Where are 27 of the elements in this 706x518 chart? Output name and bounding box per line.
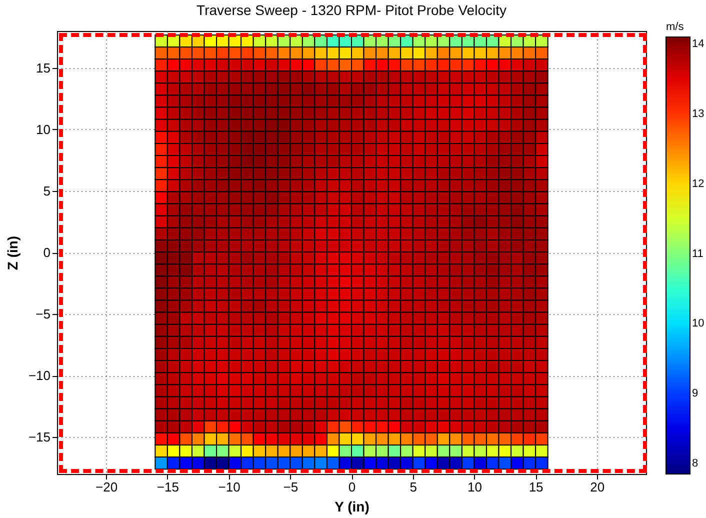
color-bar-label: 13 bbox=[692, 108, 704, 120]
color-bar-title: m/s bbox=[666, 21, 684, 33]
x-tick-label: 20 bbox=[590, 480, 605, 494]
y-tick-label: 10 bbox=[36, 122, 50, 137]
x-tick-label: 10 bbox=[467, 480, 482, 494]
y-tick-label: −15 bbox=[28, 430, 50, 445]
y-tick-label: −10 bbox=[28, 368, 50, 384]
x-tick-label: −15 bbox=[156, 480, 179, 494]
x-axis-title: Y (in) bbox=[334, 498, 370, 514]
x-tick-label: 15 bbox=[528, 480, 544, 494]
x-tick-label: −5 bbox=[283, 480, 298, 494]
y-tick-label: −5 bbox=[36, 306, 50, 322]
color-bar-label: 10 bbox=[692, 318, 704, 330]
color-bar-label: 11 bbox=[692, 248, 704, 260]
y-axis-title: Z (in) bbox=[4, 236, 20, 270]
x-tick-label: −10 bbox=[218, 480, 240, 494]
chart-title: Traverse Sweep - 1320 RPM- Pitot Probe Velocity bbox=[196, 2, 506, 18]
y-tick-label: 15 bbox=[36, 60, 50, 76]
color-bar-label: 9 bbox=[692, 388, 698, 400]
color-bar-label: 12 bbox=[692, 178, 704, 190]
x-tick-label: −20 bbox=[96, 480, 118, 494]
color-bar-label: 8 bbox=[692, 458, 698, 470]
color-bar-label: 14 bbox=[692, 38, 704, 50]
x-tick-label: 5 bbox=[410, 480, 417, 494]
x-tick-label: 0 bbox=[348, 480, 356, 494]
y-tick-label: 0 bbox=[43, 245, 50, 260]
y-tick-label: 5 bbox=[43, 183, 50, 198]
